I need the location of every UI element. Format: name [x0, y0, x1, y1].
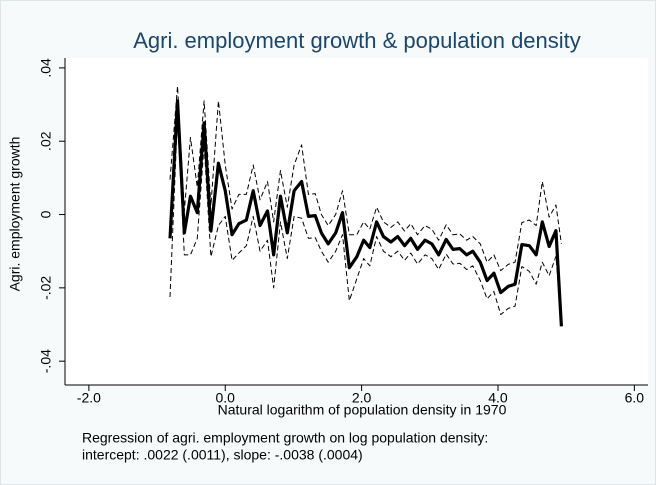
series-line [168, 99, 563, 327]
x-axis-label: Natural logarithm of population density … [218, 402, 507, 418]
x-tick-label: 2.0 [352, 390, 372, 406]
y-tick-label: 0 [38, 210, 54, 218]
note-line: intercept: .0022 (.0011), slope: -.0038 … [82, 447, 363, 463]
x-tick-label: 6.0 [625, 390, 645, 406]
note-line: Regression of agri. employment growth on… [82, 430, 488, 446]
plot-area [65, 58, 648, 385]
chart-title: Agri. employment growth & population den… [133, 28, 581, 53]
x-tick-label: 0.0 [216, 390, 236, 406]
y-tick-label: -.02 [38, 276, 54, 300]
y-tick-label: .04 [38, 58, 54, 78]
series-line [169, 85, 562, 272]
y-axis-label: Agri. employment growth [7, 137, 23, 292]
series-line [169, 115, 562, 325]
y-tick-label: .02 [38, 131, 54, 151]
x-tick-label: -2.0 [77, 390, 101, 406]
y-tick-label: -.04 [38, 349, 54, 373]
x-tick-label: 4.0 [488, 390, 508, 406]
